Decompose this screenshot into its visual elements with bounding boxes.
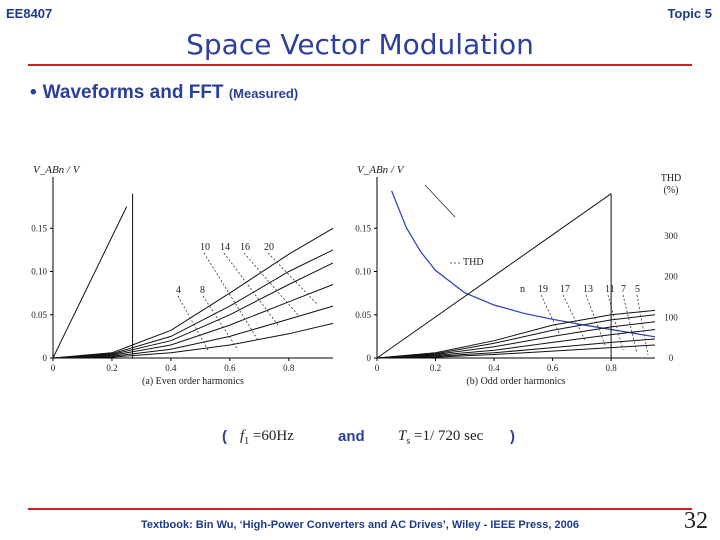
x-tick-label: 0.4 xyxy=(488,363,500,373)
thd-tick-label: 100 xyxy=(664,312,678,322)
x-tick-label: 0.6 xyxy=(224,363,236,373)
thd-tick-label: 300 xyxy=(664,231,678,241)
harmonic-order-label: 5 xyxy=(635,284,640,295)
bullet-icon: • xyxy=(30,82,37,103)
harmonic-order-label: 4 xyxy=(176,285,181,296)
title-divider xyxy=(28,64,692,66)
page-number: 32 xyxy=(684,508,708,534)
leader-line xyxy=(622,294,638,354)
leader-line xyxy=(562,294,586,341)
x-tick-label: 0.4 xyxy=(165,363,177,373)
x-tick-label: 0.2 xyxy=(106,363,117,373)
harmonic-line-19 xyxy=(376,309,656,359)
thd-axis-unit: (%) xyxy=(664,185,679,196)
and-label: and xyxy=(338,428,365,445)
y-axis-label: V_ABn / V xyxy=(357,165,405,176)
ts-subscript: s xyxy=(406,436,411,447)
close-paren: ) xyxy=(510,428,515,445)
harmonic-order-label: 7 xyxy=(621,284,626,295)
harmonic-line-7 xyxy=(376,338,656,359)
harmonic-order-label: n xyxy=(520,284,525,295)
harmonic-line-5 xyxy=(376,344,656,359)
chart-caption: (b) Odd order harmonics xyxy=(466,376,565,387)
harmonic-order-label: 19 xyxy=(538,284,548,295)
f1-symbol: f xyxy=(240,428,245,444)
y-tick-label: 0.15 xyxy=(31,223,47,233)
harmonic-line-16 xyxy=(52,249,334,359)
footer-citation: Textbook: Bin Wu, ‘High-Power Converters… xyxy=(141,519,579,531)
leader-line xyxy=(202,295,239,351)
course-code: EE8407 xyxy=(6,6,53,21)
harmonic-line-14 xyxy=(52,262,334,359)
y-tick-label: 0.05 xyxy=(31,310,47,320)
harmonic-order-label: 10 xyxy=(200,242,210,253)
x-tick-label: 0.8 xyxy=(283,363,295,373)
x-tick-label: 0.2 xyxy=(430,363,441,373)
harmonic-order-label: 13 xyxy=(583,284,593,295)
harmonic-line-8 xyxy=(52,305,334,359)
leader-line xyxy=(203,252,259,341)
odd-harmonics-chart: V_ABn / V 0 0.2 0.4 0.6 0.8 0 0.05 0.10 0.15 (b) O… xyxy=(355,165,682,387)
bullet-heading: • Waveforms and FFT (Measured) xyxy=(30,82,298,104)
y-tick-label: 0.10 xyxy=(355,267,371,277)
slide-title: Space Vector Modulation xyxy=(186,28,534,61)
x-tick-label: 0 xyxy=(375,363,380,373)
ts-symbol: T xyxy=(398,428,407,444)
y-tick-label: 0 xyxy=(43,353,48,363)
topic-label: Topic 5 xyxy=(667,6,712,21)
fundamental-arrow xyxy=(424,184,456,218)
even-harmonics-chart: V_ABn / V 0 0.2 0.4 0.6 0.8 0 0.05 0.10 0.15 (a) E… xyxy=(31,165,334,387)
bullet-text: Waveforms and FFT xyxy=(42,82,224,103)
ts-condition: Ts =1/ 720 sec xyxy=(398,428,483,447)
open-paren: ( xyxy=(222,428,227,445)
harmonic-line-17 xyxy=(376,314,656,359)
y-tick-label: 0 xyxy=(367,353,372,363)
leader-line xyxy=(267,252,319,306)
harmonic-order-label: 17 xyxy=(560,284,570,295)
thd-curve xyxy=(391,190,656,338)
f1-subscript: 1 xyxy=(244,436,250,447)
harmonic-order-label: 20 xyxy=(264,242,274,253)
f1-condition: f1 =60Hz xyxy=(240,428,294,447)
harmonic-line-4 xyxy=(52,322,334,359)
leader-line xyxy=(223,252,279,326)
leader-line xyxy=(607,294,624,351)
footer-divider xyxy=(28,508,692,510)
y-tick-label: 0.10 xyxy=(31,267,47,277)
thd-tick-label: 0 xyxy=(669,353,674,363)
y-tick-label: 0.15 xyxy=(355,223,371,233)
leader-line xyxy=(243,252,299,316)
harmonic-order-label: 14 xyxy=(220,242,230,253)
bullet-subtext: (Measured) xyxy=(228,86,299,101)
thd-axis-title: THD xyxy=(661,173,682,184)
harmonic-line-2 xyxy=(52,206,128,359)
harmonic-line-20 xyxy=(52,227,334,359)
harmonic-order-label: 11 xyxy=(605,284,615,295)
harmonic-order-label: 16 xyxy=(240,242,250,253)
leader-line xyxy=(540,294,561,336)
f1-value: =60Hz xyxy=(252,428,294,444)
chart-caption: (a) Even order harmonics xyxy=(142,376,244,387)
ts-value: =1/ 720 sec xyxy=(414,428,484,444)
x-tick-label: 0.6 xyxy=(547,363,559,373)
harmonic-order-label: 8 xyxy=(200,285,205,296)
thd-tick-label: 200 xyxy=(664,272,678,282)
thd-curve-label: THD xyxy=(463,257,484,268)
harmonic-line-10 xyxy=(52,284,334,359)
x-tick-label: 0 xyxy=(51,363,56,373)
y-axis-label: V_ABn / V xyxy=(33,165,81,176)
harmonic-line-fundamental xyxy=(376,193,612,359)
leader-line xyxy=(585,294,606,346)
harmonic-line-13 xyxy=(376,321,656,359)
x-tick-label: 0.8 xyxy=(605,363,617,373)
y-tick-label: 0.05 xyxy=(355,310,371,320)
